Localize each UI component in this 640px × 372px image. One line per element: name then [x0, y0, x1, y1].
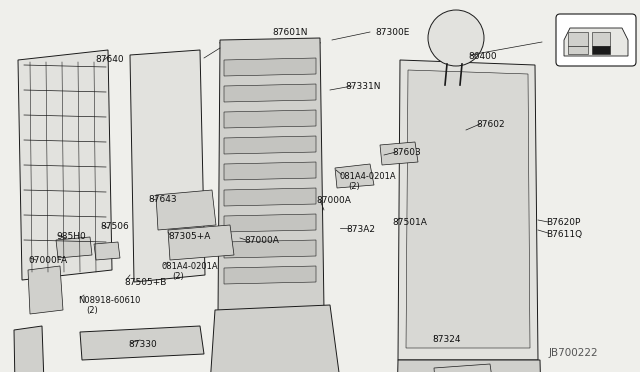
Text: (2): (2) [86, 306, 98, 315]
Polygon shape [224, 58, 316, 76]
Circle shape [428, 10, 484, 66]
Polygon shape [14, 326, 46, 372]
Polygon shape [218, 38, 324, 315]
Polygon shape [224, 266, 316, 284]
Polygon shape [224, 110, 316, 128]
Text: 081A4-0201A: 081A4-0201A [340, 172, 397, 181]
Polygon shape [224, 84, 316, 102]
Polygon shape [398, 60, 538, 360]
Polygon shape [94, 242, 120, 260]
Text: 873A2: 873A2 [346, 225, 375, 234]
Text: 87602: 87602 [476, 120, 504, 129]
Text: 87640: 87640 [95, 55, 124, 64]
Polygon shape [396, 360, 542, 372]
Text: B7620P: B7620P [546, 218, 580, 227]
Polygon shape [56, 237, 92, 258]
Text: 081A4-0201A: 081A4-0201A [162, 262, 219, 271]
Text: (2): (2) [172, 272, 184, 281]
Polygon shape [130, 50, 205, 282]
Bar [592, 32, 610, 46]
Text: 87505+B: 87505+B [124, 278, 166, 287]
Text: N08918-60610: N08918-60610 [78, 296, 140, 305]
Text: 86400: 86400 [468, 52, 497, 61]
Text: 87643: 87643 [148, 195, 177, 204]
Text: 87603: 87603 [392, 148, 420, 157]
Polygon shape [224, 188, 316, 206]
Polygon shape [18, 50, 112, 280]
Polygon shape [224, 136, 316, 154]
Polygon shape [224, 240, 316, 258]
Text: 87000A: 87000A [244, 236, 279, 245]
Polygon shape [380, 142, 418, 165]
Text: JB700222: JB700222 [548, 348, 598, 358]
Text: 87501A: 87501A [392, 218, 427, 227]
Bar [568, 46, 588, 54]
Polygon shape [224, 162, 316, 180]
Text: 985H0: 985H0 [56, 232, 86, 241]
Text: 87331N: 87331N [345, 82, 381, 91]
Polygon shape [80, 326, 204, 360]
Bar [592, 46, 610, 54]
Text: B7611Q: B7611Q [546, 230, 582, 239]
Text: 87300E: 87300E [375, 28, 410, 37]
Text: 87324: 87324 [432, 335, 461, 344]
FancyBboxPatch shape [556, 14, 636, 66]
Text: 87305+A: 87305+A [168, 232, 211, 241]
Polygon shape [224, 214, 316, 232]
Polygon shape [434, 364, 494, 372]
Text: (2): (2) [348, 182, 360, 191]
Text: 87330: 87330 [128, 340, 157, 349]
Polygon shape [335, 164, 374, 188]
Polygon shape [406, 70, 530, 348]
Text: 87000A: 87000A [316, 196, 351, 205]
Text: 87601N: 87601N [272, 28, 307, 37]
Polygon shape [564, 28, 628, 56]
Text: 07000FA: 07000FA [28, 256, 67, 265]
Polygon shape [156, 190, 216, 230]
Bar [568, 32, 588, 46]
Polygon shape [210, 305, 340, 372]
Polygon shape [168, 225, 234, 260]
Polygon shape [28, 266, 63, 314]
Text: 87506: 87506 [100, 222, 129, 231]
